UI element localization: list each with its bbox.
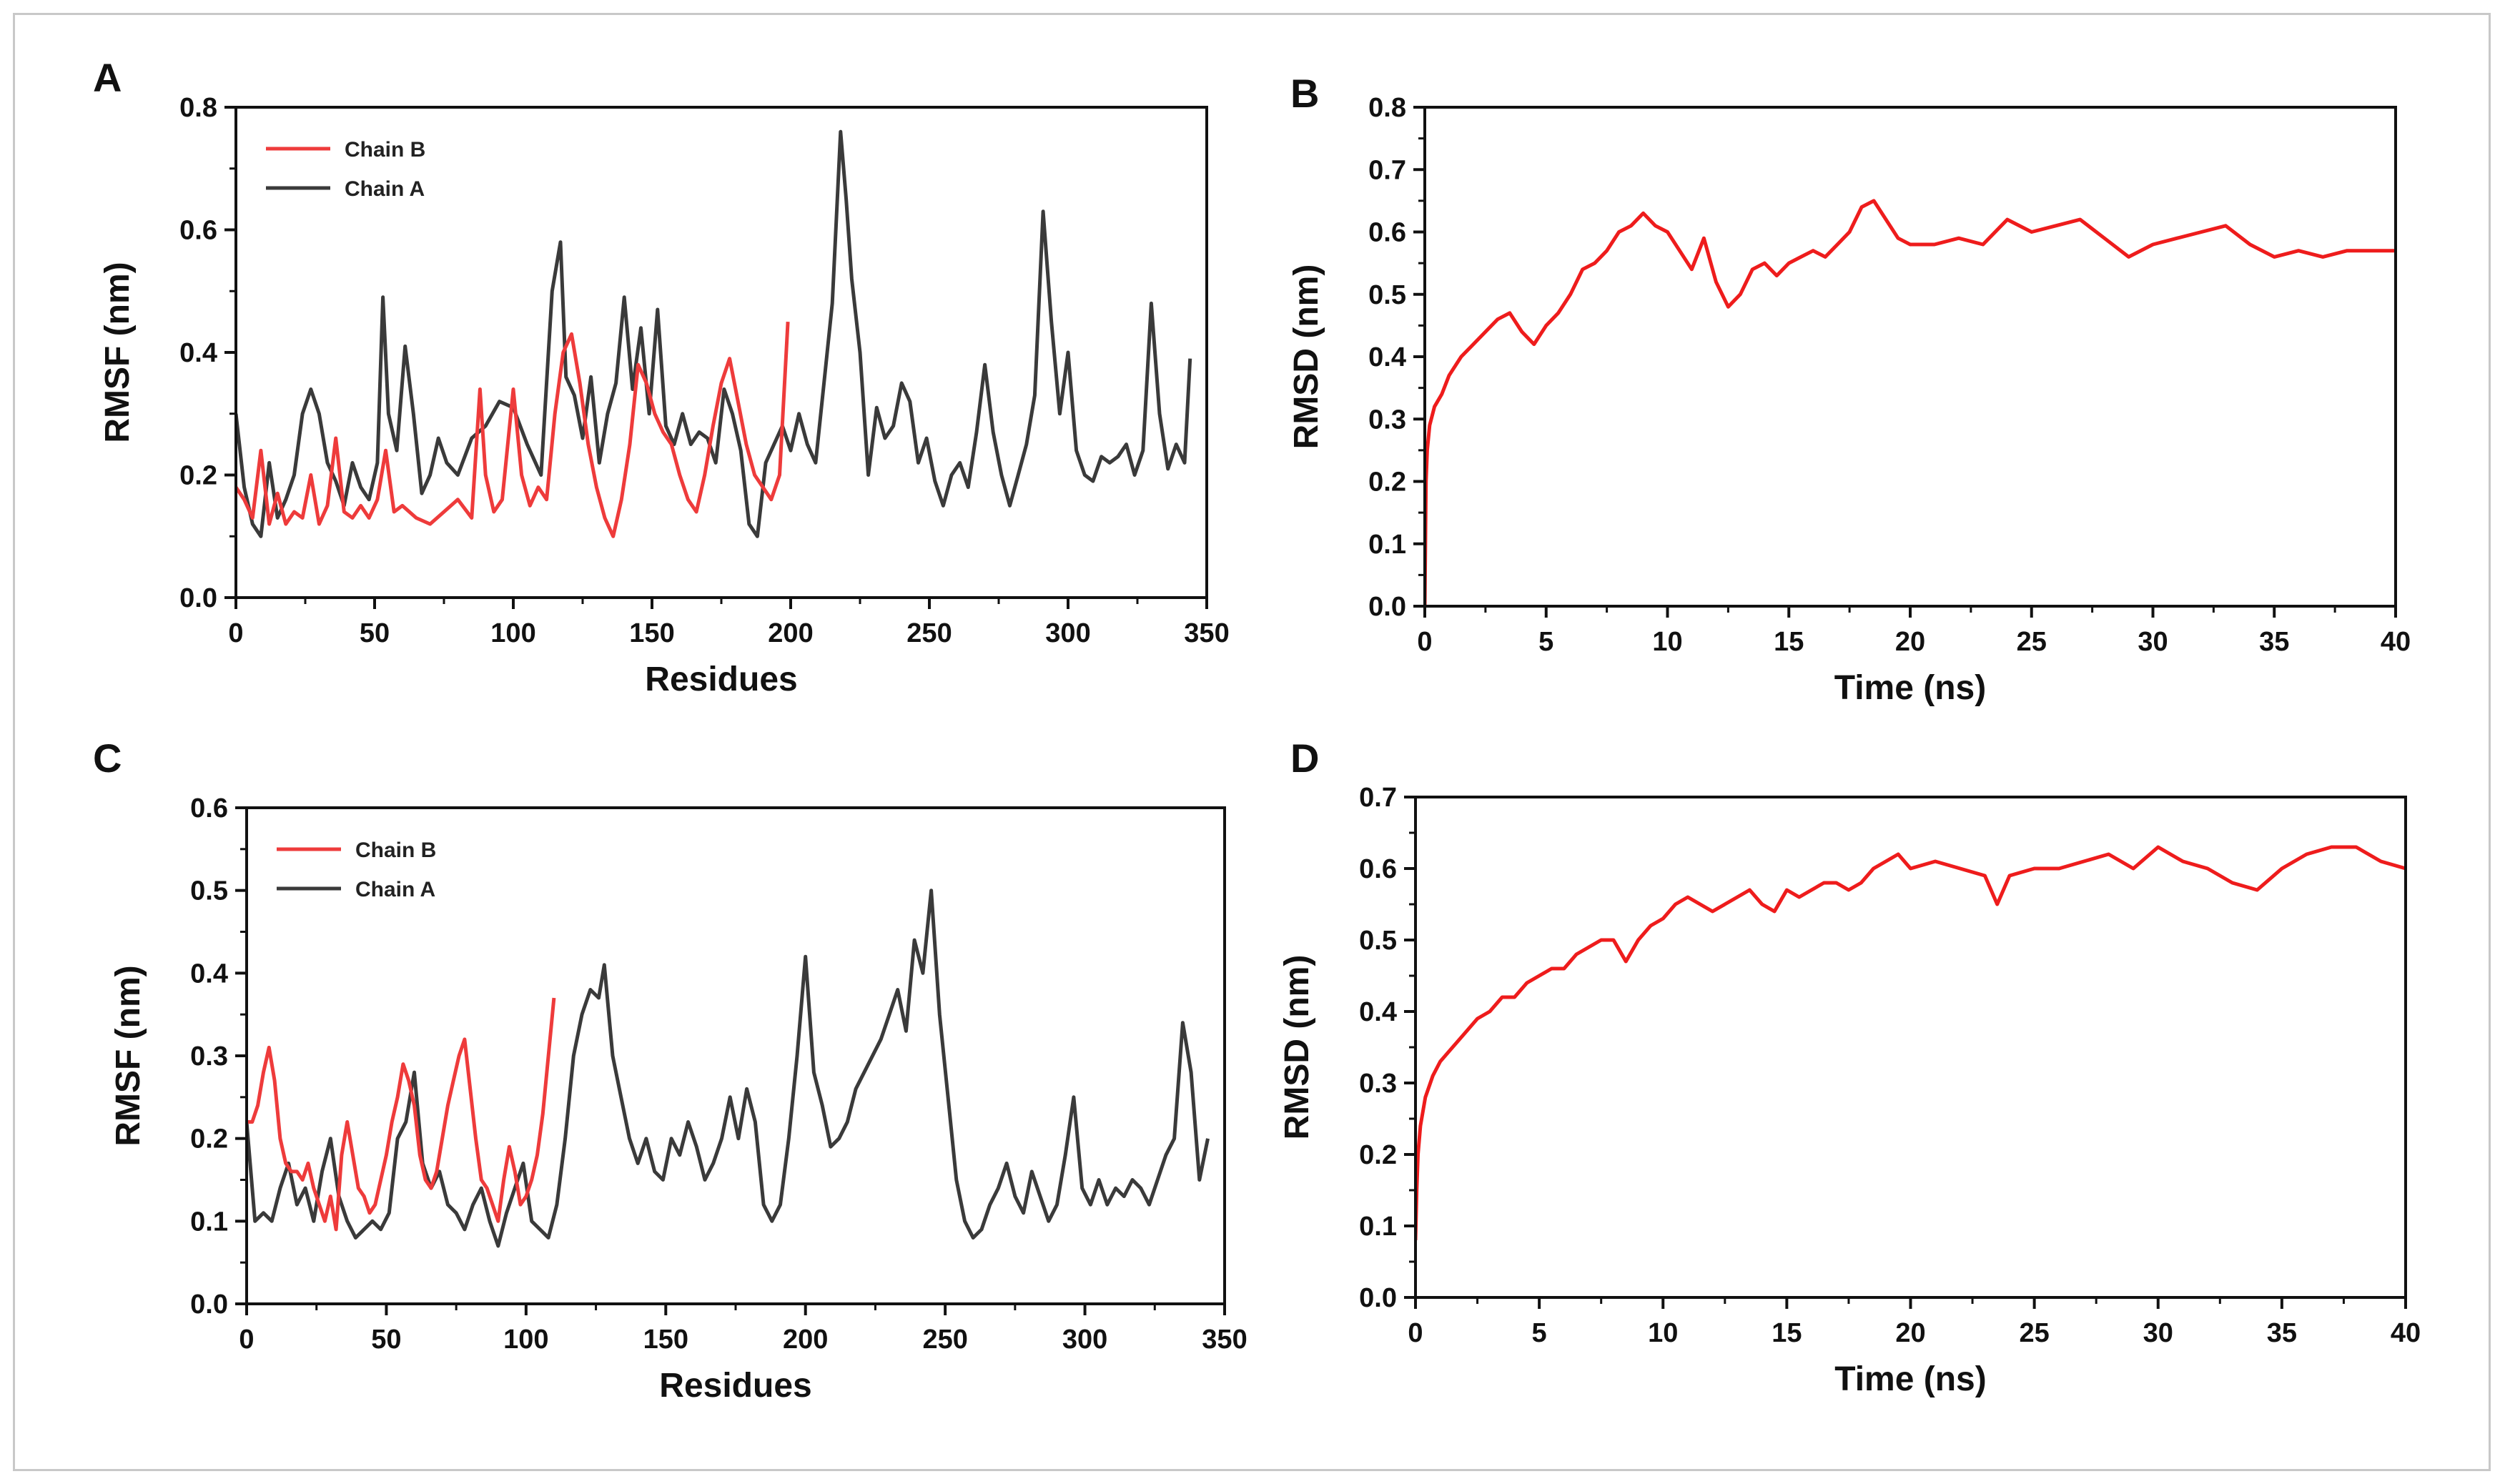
x-tick-label: 35 bbox=[2259, 627, 2289, 657]
y-tick-label: 0.0 bbox=[1359, 1283, 1397, 1313]
x-tick-label: 5 bbox=[1538, 627, 1553, 657]
x-tick-label: 30 bbox=[2138, 627, 2168, 657]
x-axis-title: Time (ns) bbox=[1834, 669, 1986, 707]
y-tick-label: 0.1 bbox=[190, 1207, 228, 1237]
x-axis-title: Residues bbox=[659, 1367, 811, 1405]
y-tick-label: 0.4 bbox=[190, 959, 228, 989]
x-tick-label: 100 bbox=[503, 1325, 548, 1355]
y-tick-label: 0.0 bbox=[1368, 592, 1406, 622]
x-tick-label: 100 bbox=[490, 618, 535, 648]
x-tick-label: 35 bbox=[2267, 1318, 2297, 1348]
x-tick-label: 30 bbox=[2143, 1318, 2173, 1348]
y-tick-label: 0.2 bbox=[1359, 1140, 1397, 1170]
y-tick-label: 0.3 bbox=[1359, 1069, 1397, 1099]
panel-b: B 0 5 10 15 20 25 30 35 40 0.0 0.1 0.2 0.3 0.4 0.5 0.6 0.… bbox=[1288, 71, 2411, 707]
x-tick-label: 20 bbox=[1895, 627, 1925, 657]
plot-frame bbox=[1423, 106, 2397, 608]
x-tick-label: 150 bbox=[629, 618, 674, 648]
x-tick-label: 40 bbox=[2391, 1318, 2421, 1348]
series-line-rmsd bbox=[1415, 845, 2406, 1241]
x-tick-label: 0 bbox=[228, 618, 243, 648]
x-tick-label: 20 bbox=[1895, 1318, 1925, 1348]
y-tick-label: 0.7 bbox=[1359, 783, 1397, 813]
plot-frame bbox=[1414, 796, 2407, 1299]
y-tick-label: 0.4 bbox=[1368, 342, 1406, 372]
y-tick-label: 0.4 bbox=[179, 338, 217, 368]
x-axis-title: Time (ns) bbox=[1834, 1360, 1986, 1398]
panel-label: B bbox=[1290, 71, 1319, 116]
y-tick-label: 0.3 bbox=[190, 1042, 228, 1072]
y-tick-label: 0.0 bbox=[190, 1290, 228, 1320]
x-tick-label: 250 bbox=[922, 1325, 967, 1355]
x-tick-label: 10 bbox=[1648, 1318, 1678, 1348]
x-tick-label: 15 bbox=[1774, 627, 1804, 657]
x-tick-label: 25 bbox=[2017, 627, 2047, 657]
y-tick-label: 0.7 bbox=[1368, 155, 1406, 185]
series-line-chain-b bbox=[247, 997, 556, 1232]
y-tick-label: 0.1 bbox=[1359, 1212, 1397, 1242]
x-tick-label: 0 bbox=[1417, 627, 1432, 657]
legend-label: Chain B bbox=[345, 138, 425, 162]
y-tick-label: 0.8 bbox=[1368, 93, 1406, 123]
x-tick-label: 350 bbox=[1184, 618, 1229, 648]
panel-a: A 0 50 100 150 200 250 300 350 0.0 0.2 0.4 0.6 0.8 Res… bbox=[93, 55, 1230, 698]
panel-c: C 0 50 100 150 200 250 300 350 0.0 0.1 0.2 0.3 0.4 0.5… bbox=[93, 736, 1247, 1405]
y-axis-title: RMSD (nm) bbox=[1278, 955, 1316, 1140]
y-tick-label: 0.6 bbox=[179, 216, 217, 246]
panel-d: D 0 5 10 15 20 25 30 35 40 0.0 0.1 0.2 0.3 0.4 0.5 0.6 0.… bbox=[1278, 736, 2421, 1398]
y-tick-label: 0.2 bbox=[1368, 468, 1406, 498]
y-tick-label: 0.1 bbox=[1368, 530, 1406, 560]
x-tick-label: 200 bbox=[768, 618, 813, 648]
y-tick-label: 0.3 bbox=[1368, 405, 1406, 435]
legend: Chain B Chain A bbox=[277, 839, 436, 901]
figure-frame bbox=[13, 13, 2491, 1471]
panel-label: A bbox=[93, 55, 122, 100]
y-tick-label: 0.2 bbox=[179, 461, 217, 491]
x-tick-label: 300 bbox=[1045, 618, 1090, 648]
x-tick-label: 50 bbox=[371, 1325, 401, 1355]
y-tick-label: 0.6 bbox=[190, 793, 228, 823]
series-line-rmsd bbox=[1425, 199, 2396, 606]
y-axis-title: RMSF (nm) bbox=[109, 965, 147, 1146]
x-tick-label: 200 bbox=[783, 1325, 828, 1355]
x-tick-label: 350 bbox=[1202, 1325, 1247, 1355]
y-tick-label: 0.5 bbox=[190, 876, 228, 906]
x-tick-label: 10 bbox=[1652, 627, 1682, 657]
y-tick-label: 0.5 bbox=[1368, 280, 1406, 310]
x-tick-label: 25 bbox=[2019, 1318, 2049, 1348]
y-tick-label: 0.8 bbox=[179, 93, 217, 123]
x-tick-label: 0 bbox=[1408, 1318, 1423, 1348]
x-tick-label: 50 bbox=[360, 618, 390, 648]
x-tick-label: 150 bbox=[643, 1325, 688, 1355]
x-tick-label: 15 bbox=[1772, 1318, 1802, 1348]
series-line-chain-a bbox=[236, 129, 1192, 538]
legend-label: Chain B bbox=[355, 839, 436, 862]
y-axis-title: RMSF (nm) bbox=[99, 262, 137, 442]
y-axis-title: RMSD (nm) bbox=[1288, 264, 1325, 450]
x-tick-label: 300 bbox=[1062, 1325, 1107, 1355]
y-tick-label: 0.5 bbox=[1359, 926, 1397, 956]
x-tick-label: 0 bbox=[239, 1325, 254, 1355]
x-tick-label: 5 bbox=[1532, 1318, 1547, 1348]
y-tick-label: 0.6 bbox=[1359, 854, 1397, 884]
legend: Chain B Chain A bbox=[266, 138, 425, 201]
y-tick-label: 0.0 bbox=[179, 583, 217, 613]
y-tick-label: 0.6 bbox=[1368, 218, 1406, 248]
y-tick-label: 0.2 bbox=[190, 1124, 228, 1154]
x-tick-label: 250 bbox=[906, 618, 952, 648]
x-tick-label: 40 bbox=[2381, 627, 2411, 657]
y-tick-label: 0.4 bbox=[1359, 997, 1397, 1027]
x-axis-title: Residues bbox=[645, 661, 797, 698]
series-line-chain-b bbox=[236, 321, 790, 538]
series-line-chain-a bbox=[247, 889, 1210, 1248]
panel-label: D bbox=[1290, 736, 1319, 781]
panel-label: C bbox=[93, 736, 122, 781]
legend-label: Chain A bbox=[355, 878, 435, 901]
legend-label: Chain A bbox=[345, 177, 425, 201]
